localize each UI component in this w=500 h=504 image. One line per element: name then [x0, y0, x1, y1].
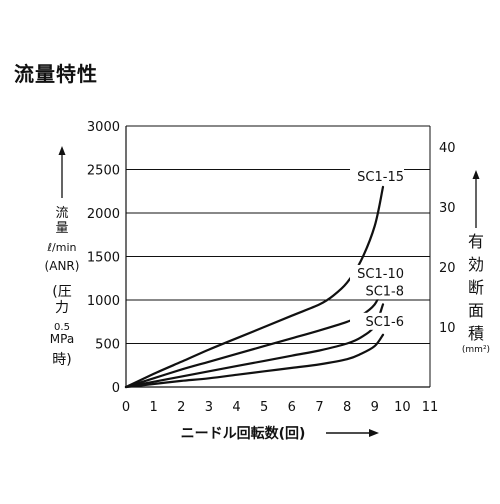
series-labels: SC1-15 SC1-10 SC1-8 SC1-6 — [350, 167, 405, 330]
y-tick-label: 1000 — [87, 294, 120, 309]
y-label-l7: 0.5 — [54, 322, 70, 333]
x-axis-label-text: ニードル回転数(回) — [181, 425, 306, 442]
series-line-sc1-6 — [124, 333, 385, 389]
y2-label-l5: 積 — [468, 324, 484, 343]
x-axis-label: ニードル回転数(回) — [181, 425, 379, 442]
y-axis-label-right: 有 効 断 面 積 (mm²) — [462, 170, 490, 355]
y2-arrow-head — [472, 170, 480, 179]
x-tick-label: 7 — [315, 400, 323, 415]
series-label-bg — [350, 167, 405, 185]
x-tick-label: 8 — [343, 400, 351, 415]
y2-tick-labels: 10 20 30 40 — [439, 141, 456, 336]
y-tick-label: 2500 — [87, 164, 120, 179]
y-tick-label: 1500 — [87, 251, 120, 266]
y2-label-l2: 効 — [468, 255, 484, 274]
y-label-l2: 量 — [55, 221, 68, 236]
y-label-l3: ℓ/min — [47, 241, 77, 254]
x-tick-label: 3 — [205, 400, 213, 415]
grid-lines — [126, 125, 430, 344]
series-label: SC1-6 — [365, 315, 404, 330]
y-tick-labels: 0 500 1000 1500 2000 2500 3000 — [87, 120, 120, 396]
x-tick-labels: 0 1 2 3 4 5 6 7 8 9 10 11 — [122, 400, 438, 415]
y2-label-l4: 面 — [468, 301, 484, 320]
y-label-l6: 力 — [55, 300, 69, 316]
y-label-l1: 流 — [55, 206, 68, 221]
y-label-l4: (ANR) — [45, 259, 80, 273]
y2-tick-label: 20 — [439, 261, 456, 276]
y2-tick-label: 30 — [439, 201, 456, 216]
series-line-sc1-15 — [124, 185, 385, 389]
y-arrow-head — [58, 146, 66, 155]
y2-label-unit: (mm²) — [462, 345, 490, 355]
x-tick-label: 5 — [260, 400, 268, 415]
series-lines — [124, 185, 385, 389]
series-label: SC1-15 — [357, 170, 404, 185]
series-line-sc1-8 — [124, 303, 385, 389]
y-axis-label-left: 流 量 ℓ/min (ANR) (圧 力 0.5 MPa 時) — [45, 146, 80, 368]
y-tick-label: 500 — [95, 338, 120, 353]
y-label-l8: MPa — [50, 332, 74, 346]
y-tick-label: 3000 — [87, 120, 120, 135]
x-tick-label: 11 — [422, 400, 439, 415]
y2-tick-label: 40 — [439, 141, 456, 156]
x-tick-label: 10 — [394, 400, 411, 415]
x-tick-label: 4 — [232, 400, 240, 415]
y2-label-l3: 断 — [468, 278, 484, 297]
series-label-bg — [350, 264, 405, 282]
x-tick-label: 1 — [149, 400, 157, 415]
series-label: SC1-8 — [365, 284, 404, 299]
page-title: 流量特性 — [14, 62, 98, 86]
series-label-bg — [350, 312, 405, 330]
y-tick-label: 0 — [112, 381, 120, 396]
series-label: SC1-10 — [357, 267, 404, 282]
y2-label-l1: 有 — [468, 232, 484, 251]
y-label-l5: (圧 — [52, 284, 71, 300]
y-label-l9: 時) — [52, 352, 71, 368]
x-tick-label: 0 — [122, 400, 130, 415]
x-tick-label: 2 — [177, 400, 185, 415]
x-tick-label: 9 — [371, 400, 379, 415]
series-label-bg — [350, 282, 405, 300]
x-arrow-head — [369, 429, 379, 437]
y-tick-label: 2000 — [87, 207, 120, 222]
y2-tick-label: 10 — [439, 321, 456, 336]
x-tick-label: 6 — [288, 400, 296, 415]
